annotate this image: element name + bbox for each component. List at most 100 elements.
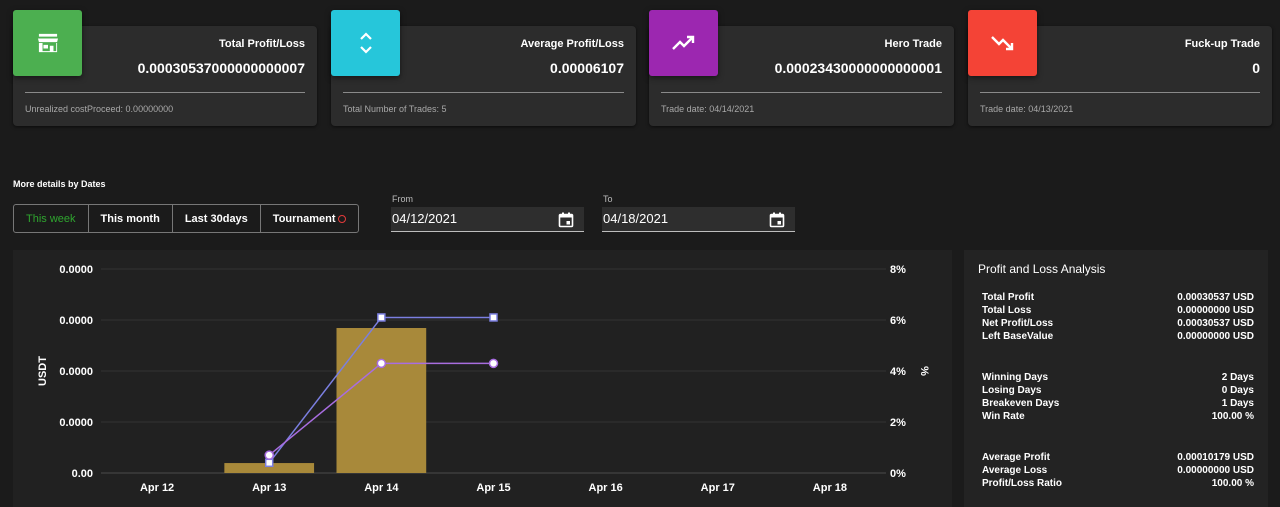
trending-down-icon xyxy=(968,10,1037,76)
divider xyxy=(661,92,942,93)
series-point xyxy=(264,450,274,460)
analysis-row: Breakeven Days 1 Days xyxy=(982,398,1254,411)
tournament-label: Tournament xyxy=(272,212,336,225)
card-subtext: Trade date: 04/14/2021 xyxy=(661,104,755,114)
analysis-value: 1 Days xyxy=(1221,398,1254,409)
card-value: 0.00023430000000000001 xyxy=(774,60,942,76)
card-title: Hero Trade xyxy=(884,38,942,50)
analysis-row: Average Loss 0.00000000 USD xyxy=(982,465,1254,478)
total-profit-card: Total Profit/Loss 0.00030537000000000007… xyxy=(13,10,317,126)
analysis-row: Net Profit/Loss 0.00030537 USD xyxy=(982,318,1254,331)
analysis-title: Profit and Loss Analysis xyxy=(978,262,1106,276)
card-subtext: Trade date: 04/13/2021 xyxy=(980,104,1074,114)
divider xyxy=(980,92,1260,93)
card-value: 0 xyxy=(1252,60,1260,76)
analysis-value: 100.00 % xyxy=(1211,478,1254,489)
from-date-field: From 04/12/2021 xyxy=(391,193,584,233)
analysis-value: 0.00030537 USD xyxy=(1177,292,1254,303)
series-point xyxy=(376,358,387,369)
analysis-label: Profit/Loss Ratio xyxy=(982,478,1063,489)
y2-tick-label: 6% xyxy=(890,315,906,327)
store-icon xyxy=(13,10,82,76)
calendar-icon[interactable] xyxy=(769,212,785,228)
series-point xyxy=(264,458,274,468)
x-tick-label: Apr 18 xyxy=(813,482,847,494)
hero-trade-card: Hero Trade 0.00023430000000000001 Trade … xyxy=(649,10,954,126)
y2-axis-label: % xyxy=(918,366,930,376)
average-profit-card: Average Profit/Loss 0.00006107 Total Num… xyxy=(331,10,636,126)
analysis-label: Losing Days xyxy=(982,385,1042,396)
y-tick-label: 0.0000 xyxy=(59,315,93,327)
y2-tick-label: 2% xyxy=(890,417,906,429)
analysis-label: Winning Days xyxy=(982,372,1049,383)
analysis-label: Average Loss xyxy=(982,465,1048,476)
series-point xyxy=(489,313,498,322)
analysis-row: Left BaseValue 0.00000000 USD xyxy=(982,331,1254,344)
y-axis-label: USDT xyxy=(37,356,49,386)
from-date-value: 04/12/2021 xyxy=(392,211,458,226)
analysis-value: 0.00010179 USD xyxy=(1177,452,1254,463)
series-point xyxy=(377,313,386,322)
y-tick-label: 0.0000 xyxy=(59,366,93,378)
to-date-field: To 04/18/2021 xyxy=(602,193,795,233)
divider xyxy=(343,92,624,93)
last-30days-button[interactable]: Last 30days xyxy=(173,205,261,232)
analysis-row: Total Profit 0.00030537 USD xyxy=(982,292,1254,305)
x-tick-label: Apr 15 xyxy=(476,482,510,494)
analysis-label: Net Profit/Loss xyxy=(982,318,1054,329)
analysis-value: 0 Days xyxy=(1221,385,1254,396)
analysis-value: 0.00000000 USD xyxy=(1177,331,1254,342)
analysis-value: 0.00000000 USD xyxy=(1177,305,1254,316)
analysis-value: 2 Days xyxy=(1221,372,1254,383)
y2-tick-label: 0% xyxy=(890,468,906,480)
analysis-label: Total Loss xyxy=(982,305,1032,316)
analysis-value: 100.00 % xyxy=(1211,411,1254,422)
y2-tick-label: 8% xyxy=(890,264,906,276)
range-button-group: This week This month Last 30days Tournam… xyxy=(13,204,359,233)
analysis-row: Winning Days 2 Days xyxy=(982,372,1254,385)
section-title: More details by Dates xyxy=(13,179,106,189)
analysis-label: Total Profit xyxy=(982,292,1035,303)
x-tick-label: Apr 12 xyxy=(140,482,174,494)
calendar-icon[interactable] xyxy=(558,212,574,228)
analysis-label: Average Profit xyxy=(982,452,1050,463)
card-value: 0.00006107 xyxy=(550,60,624,76)
divider xyxy=(25,92,305,93)
chart-panel: 0.00 0% 0.0000 2% 0.0000 4% 0.0000 6% 0.0000 8% US… xyxy=(13,250,952,507)
card-title: Average Profit/Loss xyxy=(520,38,624,50)
card-title: Fuck-up Trade xyxy=(1184,38,1260,50)
x-tick-label: Apr 14 xyxy=(364,482,399,494)
profit-loss-analysis-panel: Profit and Loss Analysis Total Profit 0.0… xyxy=(964,250,1268,507)
y-tick-label: 0.0000 xyxy=(59,417,93,429)
card-subtext: Unrealized costProceed: 0.00000000 xyxy=(25,104,174,114)
profit-chart: 0.00 0% 0.0000 2% 0.0000 4% 0.0000 6% 0.0000 8% US… xyxy=(37,264,930,494)
analysis-row: Total Loss 0.00000000 USD xyxy=(982,305,1254,318)
bar xyxy=(224,463,315,473)
x-tick-label: Apr 17 xyxy=(701,482,735,494)
analysis-label: Win Rate xyxy=(982,411,1025,422)
this-week-button[interactable]: This week xyxy=(14,205,89,232)
analysis-label: Breakeven Days xyxy=(982,398,1060,409)
from-date-input[interactable]: 04/12/2021 xyxy=(391,207,584,232)
unfold-icon xyxy=(331,10,400,76)
analysis-value: 0.00000000 USD xyxy=(1177,465,1254,476)
tournament-button[interactable]: Tournament xyxy=(261,205,358,232)
to-label: To xyxy=(603,194,613,204)
analysis-label: Left BaseValue xyxy=(982,331,1054,342)
y2-tick-label: 4% xyxy=(890,366,906,378)
x-tick-label: Apr 16 xyxy=(589,482,623,494)
analysis-value: 0.00030537 USD xyxy=(1177,318,1254,329)
this-month-button[interactable]: This month xyxy=(89,205,173,232)
to-date-input[interactable]: 04/18/2021 xyxy=(602,207,795,232)
fuckup-trade-card: Fuck-up Trade 0 Trade date: 04/13/2021 xyxy=(968,10,1272,126)
from-label: From xyxy=(392,194,413,204)
card-value: 0.00030537000000000007 xyxy=(137,60,305,76)
analysis-row: Average Profit 0.00010179 USD xyxy=(982,452,1254,465)
analysis-row: Losing Days 0 Days xyxy=(982,385,1254,398)
analysis-row: Win Rate 100.00 % xyxy=(982,411,1254,424)
analysis-row: Profit/Loss Ratio 100.00 % xyxy=(982,478,1254,491)
x-tick-label: Apr 13 xyxy=(252,482,286,494)
card-title: Total Profit/Loss xyxy=(219,38,305,50)
status-dot-icon xyxy=(337,214,346,223)
card-subtext: Total Number of Trades: 5 xyxy=(343,104,447,114)
